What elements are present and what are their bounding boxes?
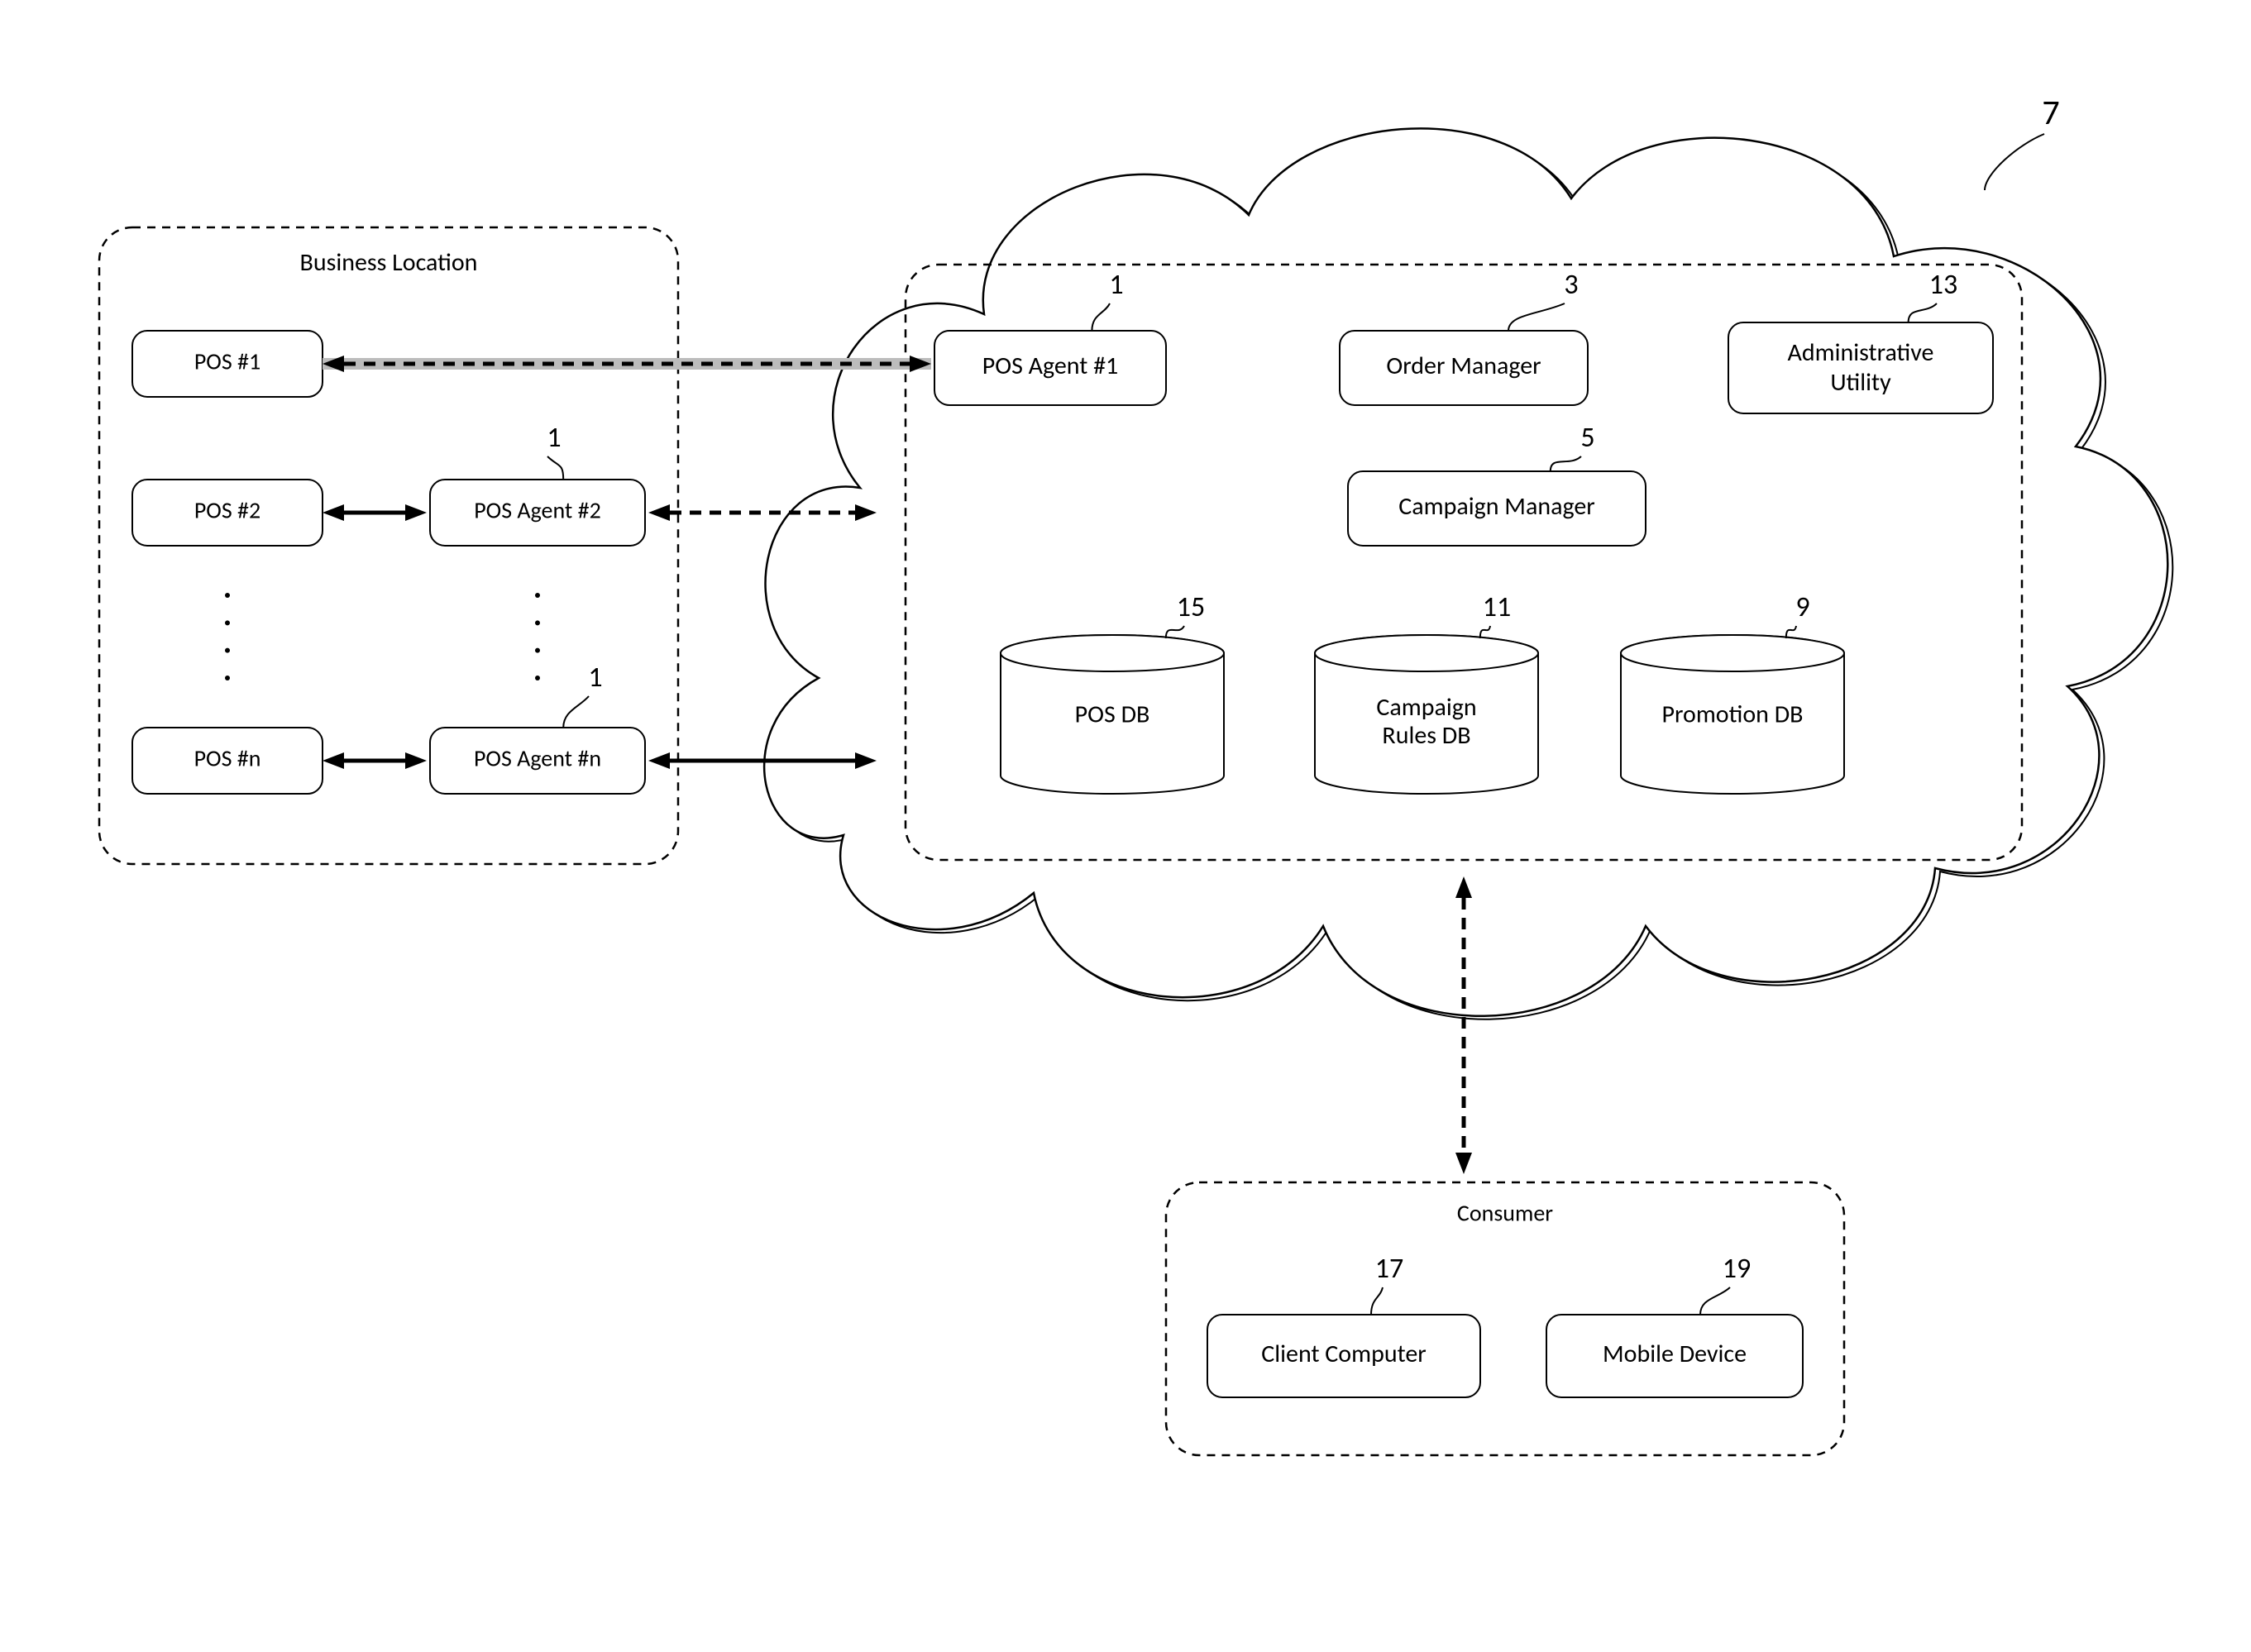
node-agent2: POS Agent #2 1 <box>430 421 645 546</box>
svg-text:9: 9 <box>1795 590 1809 624</box>
svg-text:19: 19 <box>1723 1252 1751 1286</box>
cloud-outline <box>764 128 2172 1019</box>
arrow-posn-agentn <box>323 752 427 769</box>
svg-text:Order Manager: Order Manager <box>1386 351 1541 381</box>
svg-text:15: 15 <box>1177 590 1205 624</box>
svg-text:13: 13 <box>1929 268 1957 302</box>
svg-text:POS Agent #n: POS Agent #n <box>474 744 601 773</box>
svg-text:POS Agent #1: POS Agent #1 <box>982 351 1119 381</box>
node-agentn: POS Agent #n 1 <box>430 661 645 794</box>
svg-text:5: 5 <box>1580 421 1594 455</box>
svg-text:Business Location: Business Location <box>300 247 478 278</box>
svg-text:1: 1 <box>547 421 561 455</box>
svg-text:Utility: Utility <box>1830 367 1891 398</box>
svg-text:POS #2: POS #2 <box>194 496 260 525</box>
business-location: Business Location POS #1 POS #2 POS #n POS A… <box>99 227 678 864</box>
svg-text:Campaign: Campaign <box>1376 692 1476 723</box>
svg-text:17: 17 <box>1375 1252 1403 1286</box>
svg-text:11: 11 <box>1483 590 1511 624</box>
svg-text:3: 3 <box>1564 268 1578 302</box>
node-posn: POS #n <box>132 728 323 794</box>
svg-text:Campaign Manager: Campaign Manager <box>1398 491 1594 522</box>
svg-text:POS #n: POS #n <box>194 744 261 773</box>
node-pos2: POS #2 <box>132 480 323 546</box>
arrow-pos1-cloud <box>323 356 931 372</box>
svg-text:Administrative: Administrative <box>1788 337 1934 368</box>
svg-text:1: 1 <box>588 661 602 695</box>
svg-text:1: 1 <box>1109 268 1123 302</box>
svg-text:POS Agent #2: POS Agent #2 <box>474 496 601 525</box>
svg-text:Mobile Device: Mobile Device <box>1603 1339 1747 1369</box>
svg-text:Rules DB: Rules DB <box>1382 720 1470 751</box>
svg-text:Promotion DB: Promotion DB <box>1662 699 1804 730</box>
arrow-pos2-agent2 <box>323 504 427 521</box>
node-client: Client Computer 17 <box>1207 1252 1480 1397</box>
svg-text:Consumer: Consumer <box>1457 1199 1553 1228</box>
svg-text:7: 7 <box>2042 92 2059 134</box>
svg-text:Client Computer: Client Computer <box>1261 1339 1426 1369</box>
svg-text:POS DB: POS DB <box>1075 699 1150 730</box>
consumer-group: Consumer Client Computer 17 Mobile Device 19 <box>1166 1182 1844 1455</box>
node-mobile: Mobile Device 19 <box>1546 1252 1803 1397</box>
svg-text:POS #1: POS #1 <box>194 347 260 376</box>
node-pos1: POS #1 <box>132 331 323 397</box>
